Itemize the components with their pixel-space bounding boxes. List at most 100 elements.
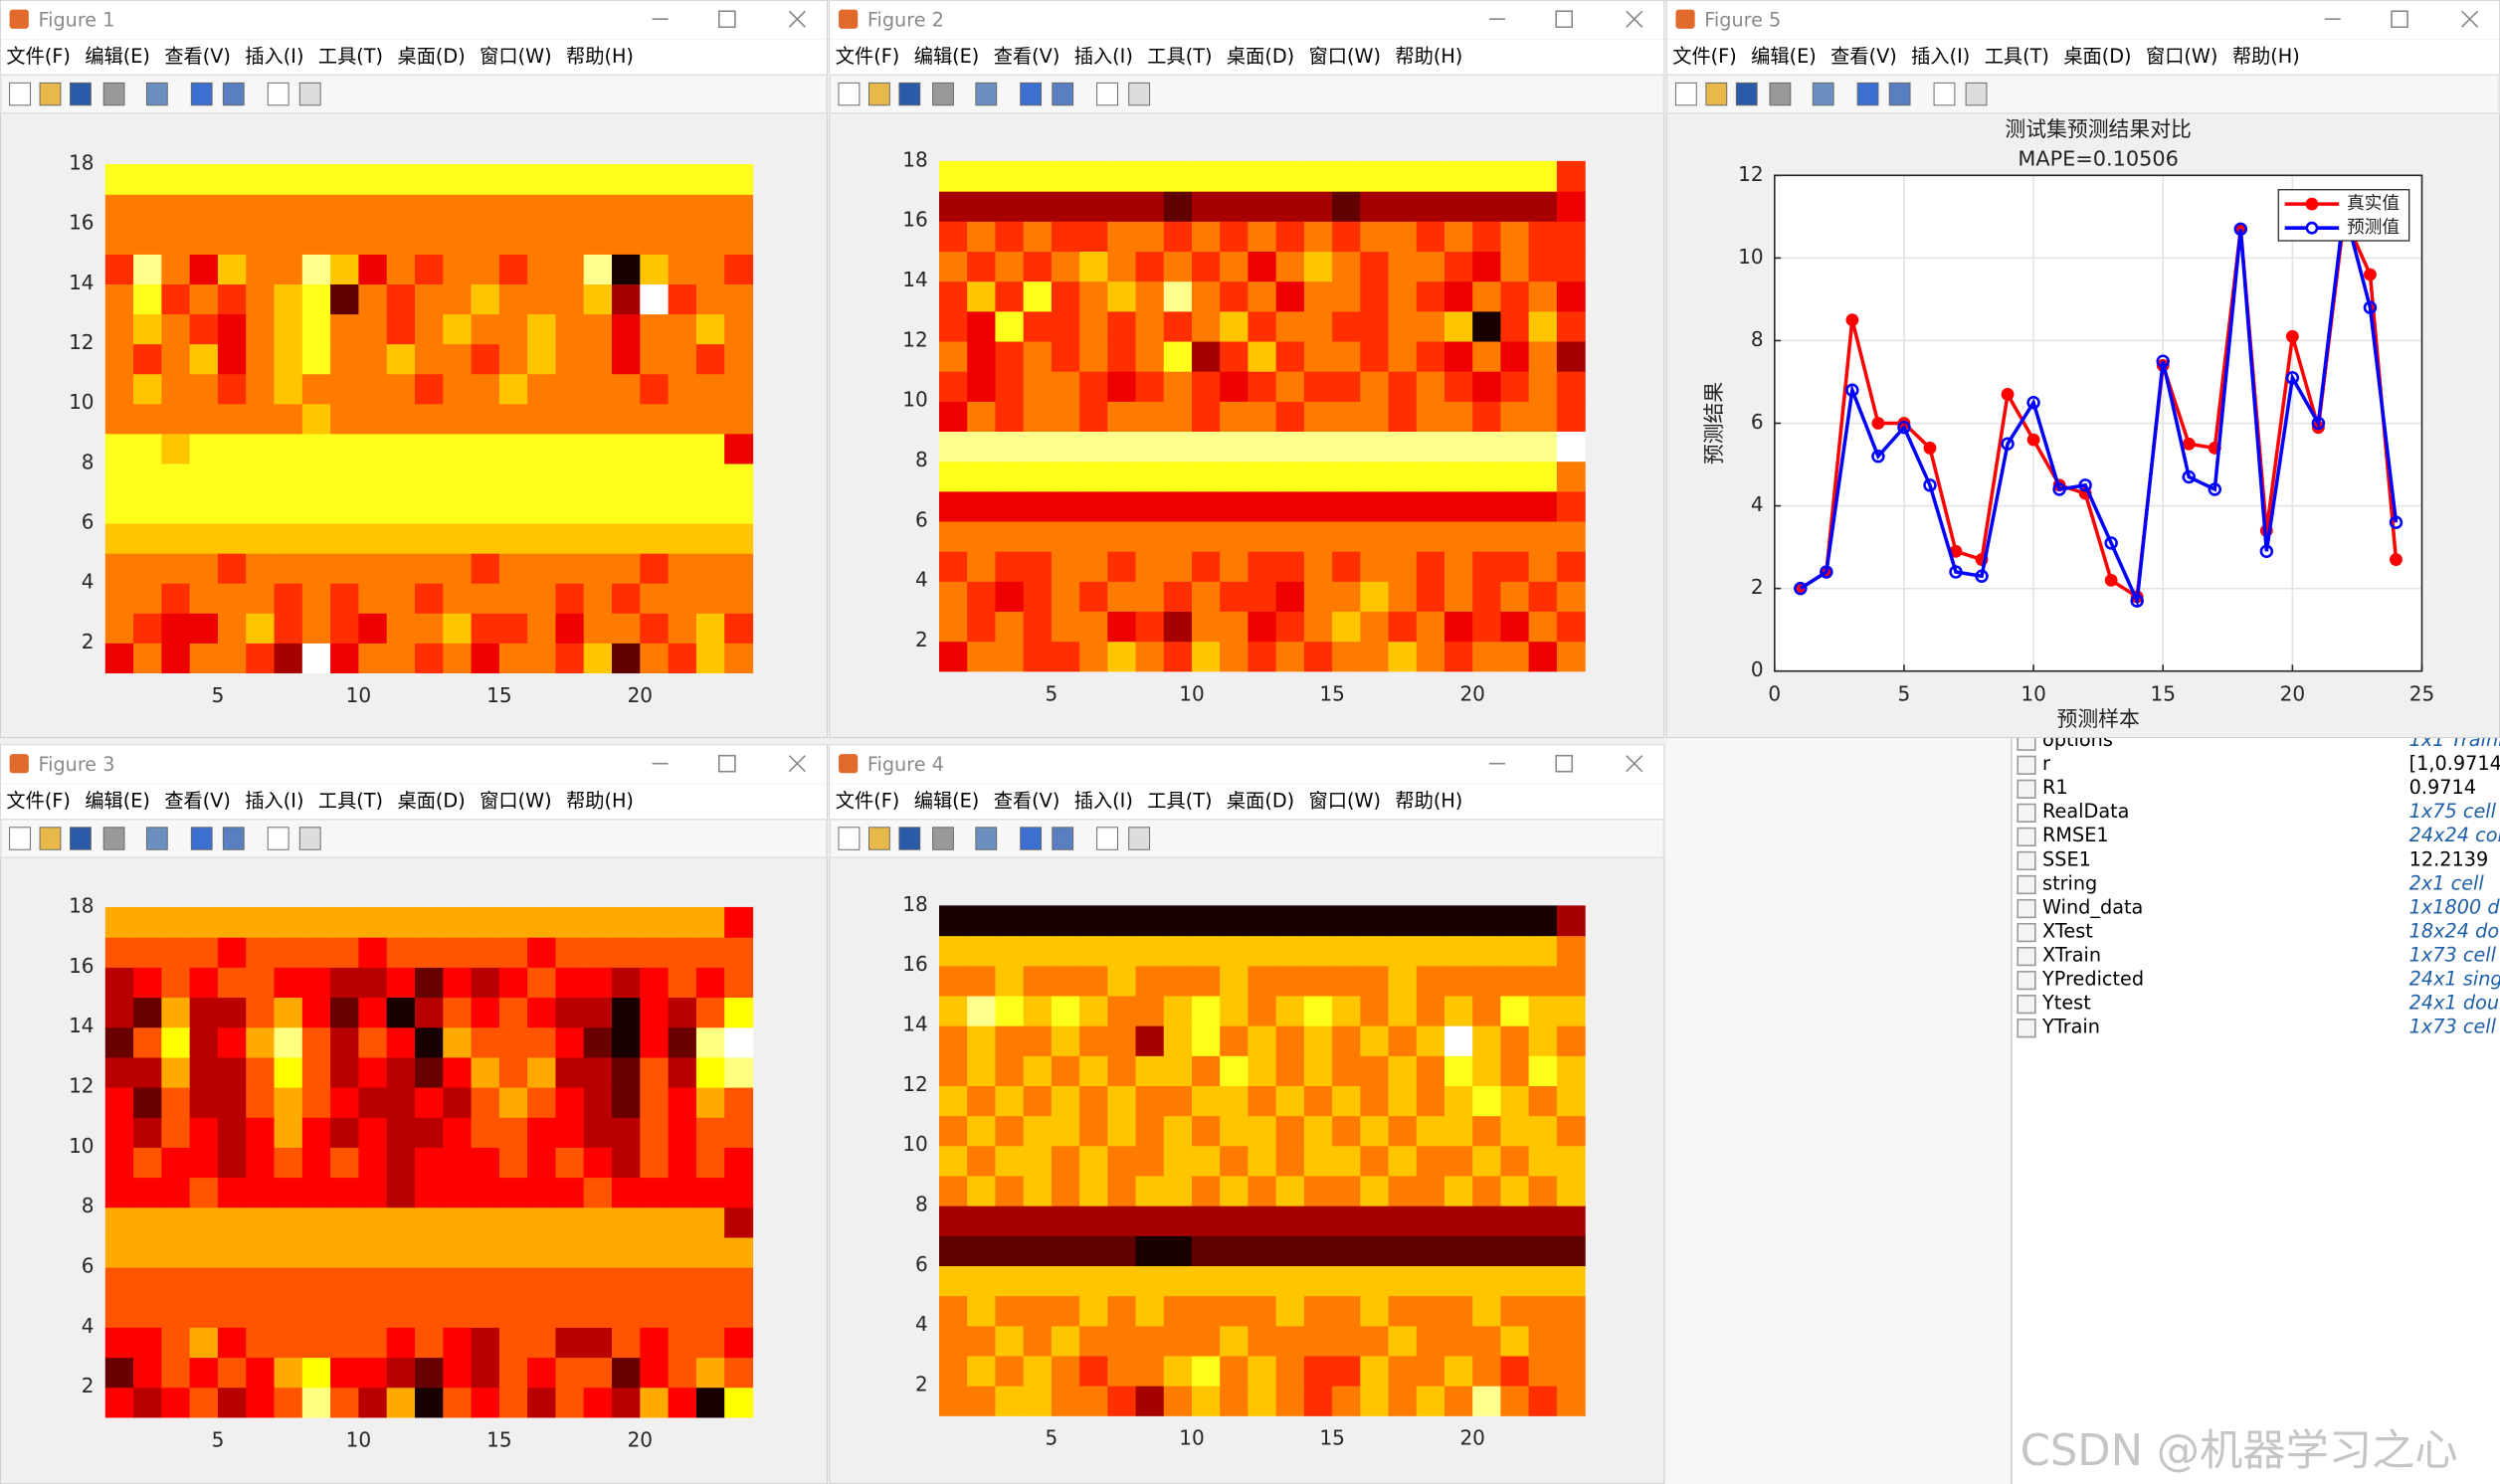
toolbar-button[interactable] [190,82,213,106]
toolbar-button[interactable] [102,82,125,106]
toolbar-button[interactable] [898,82,921,106]
toolbar-button[interactable] [222,82,245,106]
menu-item[interactable]: 工具(T) [1147,790,1212,813]
toolbar-button[interactable] [867,827,890,850]
menu-item[interactable]: 窗口(W) [480,790,551,813]
menu-item[interactable]: 插入(I) [1911,45,1970,68]
menu-item[interactable]: 窗口(W) [480,45,551,68]
menu-item[interactable]: 帮助(H) [566,790,634,813]
toolbar-button[interactable] [39,827,62,850]
menu-item[interactable]: 桌面(D) [398,790,466,813]
menu-item[interactable]: 查看(V) [994,45,1060,68]
toolbar-button[interactable] [267,827,289,850]
workspace-row[interactable]: RealData 1x75 cell [2017,801,2500,825]
toolbar-button[interactable] [1812,82,1834,106]
toolbar-button[interactable] [1096,82,1118,106]
toolbar-button[interactable] [1705,82,1728,106]
close-button[interactable] [1626,10,1643,28]
menu-item[interactable]: 工具(T) [1147,45,1212,68]
maximize-button[interactable] [2391,10,2408,29]
toolbar-button[interactable] [898,827,921,850]
close-button[interactable] [788,755,806,773]
workspace-row[interactable]: YPredicted 24x1 singl [2017,968,2500,992]
toolbar-button[interactable] [1735,82,1758,106]
menu-item[interactable]: 文件(F) [6,45,71,68]
workspace-row[interactable]: XTrain 1x73 cell [2017,944,2500,968]
workspace-row[interactable]: RMSE1 24x24 con [2017,825,2500,848]
toolbar-button[interactable] [1020,827,1043,850]
toolbar-button[interactable] [1769,82,1792,106]
toolbar-button[interactable] [70,827,92,850]
workspace-row[interactable]: options 1x1 Traini [2017,738,2500,752]
menu-item[interactable]: 插入(I) [1074,790,1133,813]
toolbar-button[interactable] [1674,82,1697,106]
toolbar-button[interactable] [975,82,998,106]
menu-item[interactable]: 帮助(H) [1395,45,1462,68]
toolbar-button[interactable] [145,82,168,106]
toolbar-button[interactable] [867,82,890,106]
toolbar-button[interactable] [190,827,213,850]
maximize-button[interactable] [1555,754,1574,773]
menu-item[interactable]: 插入(I) [1074,45,1133,68]
toolbar-button[interactable] [932,827,954,850]
toolbar-button[interactable] [145,827,168,850]
toolbar-button[interactable] [298,827,321,850]
toolbar-button[interactable] [39,82,62,106]
menu-item[interactable]: 文件(F) [836,45,899,68]
menu-item[interactable]: 文件(F) [1672,45,1737,68]
menu-item[interactable]: 查看(V) [1830,45,1897,68]
toolbar-button[interactable] [975,827,998,850]
menu-item[interactable]: 编辑(E) [85,790,150,813]
workspace-row[interactable]: R1 0.9714 [2017,777,2500,801]
menu-item[interactable]: 文件(F) [836,790,899,813]
maximize-button[interactable] [1555,10,1574,29]
workspace-row[interactable]: YTrain 1x73 cell [2017,1016,2500,1039]
menu-item[interactable]: 工具(T) [318,45,383,68]
menu-item[interactable]: 桌面(D) [1227,45,1294,68]
menu-item[interactable]: 查看(V) [164,45,231,68]
toolbar-button[interactable] [222,827,245,850]
close-button[interactable] [1626,755,1643,773]
menu-item[interactable]: 查看(V) [994,790,1060,813]
toolbar-button[interactable] [267,82,289,106]
toolbar-button[interactable] [70,82,92,106]
menu-item[interactable]: 编辑(E) [85,45,150,68]
toolbar-button[interactable] [838,82,861,106]
workspace-row[interactable]: string 2x1 cell [2017,872,2500,896]
toolbar-button[interactable] [1096,827,1118,850]
toolbar-button[interactable] [9,827,31,850]
menu-item[interactable]: 窗口(W) [1309,790,1381,813]
workspace-row[interactable]: r[1,0.9714;0 [2017,752,2500,776]
toolbar-button[interactable] [1052,827,1074,850]
menu-item[interactable]: 编辑(E) [914,790,980,813]
menu-item[interactable]: 工具(T) [1985,45,2049,68]
menu-item[interactable]: 工具(T) [318,790,383,813]
toolbar-button[interactable] [1020,82,1043,106]
menu-item[interactable]: 帮助(H) [2232,45,2300,68]
toolbar-button[interactable] [1128,82,1151,106]
menu-item[interactable]: 编辑(E) [914,45,980,68]
toolbar-button[interactable] [1128,827,1151,850]
menu-item[interactable]: 窗口(W) [2146,45,2217,68]
menu-item[interactable]: 桌面(D) [1227,790,1294,813]
toolbar-button[interactable] [932,82,954,106]
toolbar-button[interactable] [1965,82,1988,106]
toolbar-button[interactable] [1856,82,1879,106]
maximize-button[interactable] [718,10,736,29]
toolbar-button[interactable] [838,827,861,850]
menu-item[interactable]: 桌面(D) [398,45,466,68]
toolbar-button[interactable] [102,827,125,850]
toolbar-button[interactable] [9,82,31,106]
menu-item[interactable]: 插入(I) [245,790,303,813]
menu-item[interactable]: 桌面(D) [2063,45,2131,68]
toolbar-button[interactable] [1888,82,1911,106]
menu-item[interactable]: 帮助(H) [566,45,634,68]
menu-item[interactable]: 窗口(W) [1309,45,1381,68]
maximize-button[interactable] [718,754,736,773]
menu-item[interactable]: 文件(F) [6,790,71,813]
toolbar-button[interactable] [1052,82,1074,106]
workspace-row[interactable]: SSE1 12.2139 [2017,848,2500,872]
toolbar-button[interactable] [1933,82,1956,106]
